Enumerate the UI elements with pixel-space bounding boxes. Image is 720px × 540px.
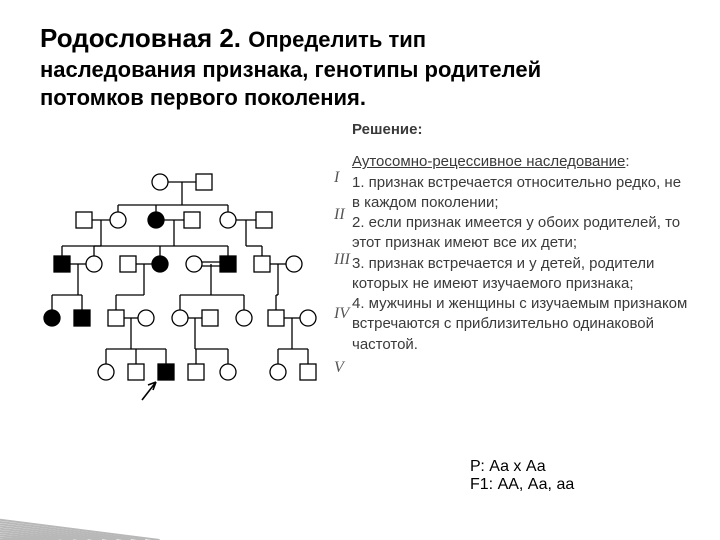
pedigree-square-unaffected (254, 256, 270, 272)
pedigree-square-unaffected (108, 310, 124, 326)
generation-roman-label: III (333, 251, 351, 268)
pedigree-square-unaffected (128, 364, 144, 380)
solution-item-4: 4. мужчины и женщины с изучаемым признак… (352, 295, 687, 353)
title-part-2: 2. (219, 23, 248, 53)
pedigree-circle-affected (152, 256, 168, 272)
generation-roman-label: IV (333, 305, 351, 322)
pedigree-circle-unaffected (236, 310, 252, 326)
title-line-2: наследования признака, генотипы родителе… (40, 57, 541, 82)
pedigree-square-unaffected (202, 310, 218, 326)
pedigree-square-unaffected (256, 212, 272, 228)
genotype-f1: F1: АА, Аа, аа (470, 476, 574, 494)
genotype-block: Р: Аа х Аа F1: АА, Аа, аа (470, 458, 574, 494)
genotype-p: Р: Аа х Аа (470, 458, 574, 476)
generation-roman-label: I (333, 169, 340, 186)
solution-item-3: 3. признак встречается и у детей, родите… (352, 255, 654, 292)
generation-roman-label: V (334, 359, 346, 376)
pedigree-circle-unaffected (270, 364, 286, 380)
pedigree-square-unaffected (196, 174, 212, 190)
pedigree-circle-unaffected (186, 256, 202, 272)
solution-item-2: 2. если признак имеется у обоих родителе… (352, 214, 680, 251)
pedigree-circle-unaffected (86, 256, 102, 272)
pedigree-chart: IIIIIIIVV (32, 160, 352, 420)
generation-roman-label: II (333, 206, 345, 223)
inheritance-type: Аутосомно-рецессивное наследование (352, 153, 625, 170)
pedigree-svg: IIIIIIIVV (32, 160, 352, 420)
pedigree-square-affected (220, 256, 236, 272)
pedigree-circle-unaffected (152, 174, 168, 190)
pedigree-circle-unaffected (300, 310, 316, 326)
pedigree-square-unaffected (188, 364, 204, 380)
pedigree-circle-unaffected (286, 256, 302, 272)
pedigree-square-unaffected (120, 256, 136, 272)
pedigree-square-affected (74, 310, 90, 326)
pedigree-circle-unaffected (138, 310, 154, 326)
title-part-3: Определить тип (248, 27, 426, 52)
solution-body: Аутосомно-рецессивное наследование: 1. п… (352, 152, 692, 355)
solution-block: Решение: Аутосомно-рецессивное наследова… (352, 120, 692, 355)
pedigree-circle-unaffected (220, 212, 236, 228)
solution-heading: Решение: (352, 120, 692, 140)
proband-arrow-icon (142, 382, 156, 400)
pedigree-circle-unaffected (98, 364, 114, 380)
corner-decoration (0, 420, 200, 540)
pedigree-square-unaffected (300, 364, 316, 380)
pedigree-square-unaffected (268, 310, 284, 326)
inheritance-colon: : (625, 153, 629, 170)
pedigree-square-unaffected (184, 212, 200, 228)
pedigree-square-affected (158, 364, 174, 380)
pedigree-square-affected (54, 256, 70, 272)
pedigree-circle-unaffected (172, 310, 188, 326)
pedigree-circle-affected (44, 310, 60, 326)
title-part-1: Родословная (40, 23, 219, 53)
pedigree-square-unaffected (76, 212, 92, 228)
pedigree-circle-unaffected (220, 364, 236, 380)
solution-item-1: 1. признак встречается относительно редк… (352, 174, 681, 211)
pedigree-circle-affected (148, 212, 164, 228)
title-line-3: потомков первого поколения. (40, 85, 366, 110)
page-title: Родословная 2. Определить тип наследован… (40, 22, 680, 113)
pedigree-circle-unaffected (110, 212, 126, 228)
